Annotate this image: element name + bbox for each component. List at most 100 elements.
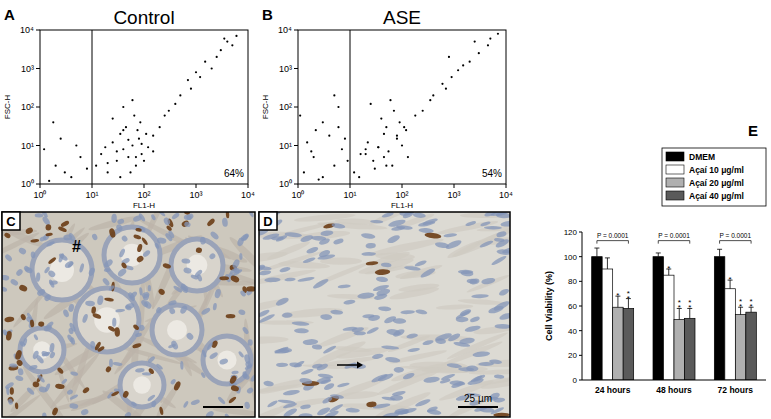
- error-cap: [605, 257, 610, 258]
- nucleus: [381, 345, 399, 350]
- point: [414, 114, 416, 116]
- stained-nucleus: [104, 297, 114, 302]
- nucleus: [259, 313, 276, 324]
- y-tick-label: 10²: [21, 102, 34, 112]
- nucleus: [47, 269, 57, 278]
- stained-nucleus: [18, 284, 28, 293]
- gland: [32, 240, 92, 300]
- nucleus: [283, 402, 298, 409]
- legend-box: [662, 148, 766, 206]
- nucleus: [4, 253, 13, 262]
- fibre: [11, 288, 48, 329]
- x-tick: [298, 184, 299, 188]
- point: [168, 110, 170, 112]
- error-cap: [717, 249, 722, 250]
- nucleus: [147, 355, 156, 364]
- panel-label: E: [748, 122, 758, 139]
- point: [135, 165, 137, 167]
- nucleus: [494, 374, 505, 379]
- nucleus: [46, 240, 55, 247]
- nucleus: [35, 213, 44, 218]
- point: [385, 126, 387, 128]
- nucleus: [488, 305, 505, 315]
- tissue: [259, 212, 510, 417]
- p-value: P = 0.0001: [720, 232, 752, 239]
- y-tick: [579, 232, 582, 233]
- nucleus: [400, 310, 415, 315]
- point: [405, 129, 407, 131]
- stained-nucleus: [226, 314, 236, 318]
- nucleus: [101, 277, 110, 287]
- y-tick-label: 10⁴: [20, 25, 34, 35]
- nucleus: [361, 232, 376, 239]
- p-value: P = 0.0001: [597, 232, 629, 239]
- point: [489, 37, 491, 39]
- point: [333, 94, 335, 96]
- y-axis-label: FSC-H: [3, 95, 12, 120]
- stained-nucleus: [105, 365, 112, 373]
- nucleus: [372, 353, 384, 360]
- point: [358, 176, 360, 178]
- nucleus: [498, 288, 510, 297]
- nucleus: [168, 300, 177, 307]
- y-tick: [36, 184, 40, 185]
- point: [389, 99, 391, 101]
- y-tick-label: 10³: [279, 64, 292, 74]
- nucleus: [238, 351, 245, 359]
- nucleus: [208, 252, 216, 260]
- significance-mark: *: [667, 264, 670, 273]
- nucleus: [275, 234, 288, 243]
- nucleus: [112, 318, 117, 327]
- stained-nucleus: [195, 247, 202, 253]
- nucleus: [294, 328, 309, 333]
- stained-nucleus: [10, 387, 14, 395]
- nucleus: [419, 267, 436, 279]
- nucleus: [378, 306, 391, 312]
- gland-lumen: [217, 350, 236, 369]
- point: [313, 156, 315, 158]
- nucleus: [170, 340, 179, 351]
- scatter-panel-b: BASE10⁰10¹10²10³10⁴10⁰10¹10²10³10⁴FL1-HF…: [261, 6, 513, 210]
- fibre: [446, 330, 509, 361]
- bar: [664, 275, 675, 380]
- nucleus: [333, 238, 344, 246]
- y-tick: [579, 256, 582, 257]
- y-tick-label: 10⁰: [279, 179, 292, 189]
- y-tick-label: 0: [573, 376, 578, 385]
- stained-nucleus: [133, 234, 142, 240]
- point: [60, 138, 62, 140]
- x-tick-label: 10⁴: [241, 190, 255, 200]
- nucleus: [414, 259, 427, 267]
- point: [143, 160, 145, 162]
- p-bracket: [720, 241, 752, 244]
- nucleus: [200, 236, 206, 244]
- stained-nucleus: [122, 390, 130, 399]
- bar: [623, 308, 634, 380]
- nucleus: [97, 295, 105, 306]
- y-tick: [294, 68, 298, 69]
- nucleus: [109, 359, 113, 368]
- nucleus: [139, 287, 143, 296]
- nucleus: [190, 399, 200, 406]
- figure: AControl10⁰10¹10²10³10⁴10⁰10¹10²10³10⁴FL…: [0, 0, 771, 419]
- nucleus: [320, 314, 332, 320]
- point: [127, 156, 129, 158]
- nucleus: [466, 365, 479, 371]
- stained-nucleus: [30, 319, 35, 327]
- nucleus: [58, 252, 69, 262]
- nucleus: [163, 216, 172, 226]
- nucleus: [233, 268, 243, 276]
- nucleus: [138, 212, 146, 222]
- stained-nucleus: [20, 313, 27, 321]
- y-tick: [294, 107, 298, 108]
- nucleus: [366, 326, 380, 335]
- stained-nucleus: [246, 286, 255, 291]
- nucleus: [238, 309, 246, 316]
- y-tick: [294, 30, 298, 31]
- point: [95, 165, 97, 167]
- nucleus: [472, 351, 490, 358]
- gate-percentage: 64%: [224, 168, 244, 179]
- error-bar: [594, 248, 599, 257]
- point: [344, 138, 346, 140]
- point: [139, 121, 141, 123]
